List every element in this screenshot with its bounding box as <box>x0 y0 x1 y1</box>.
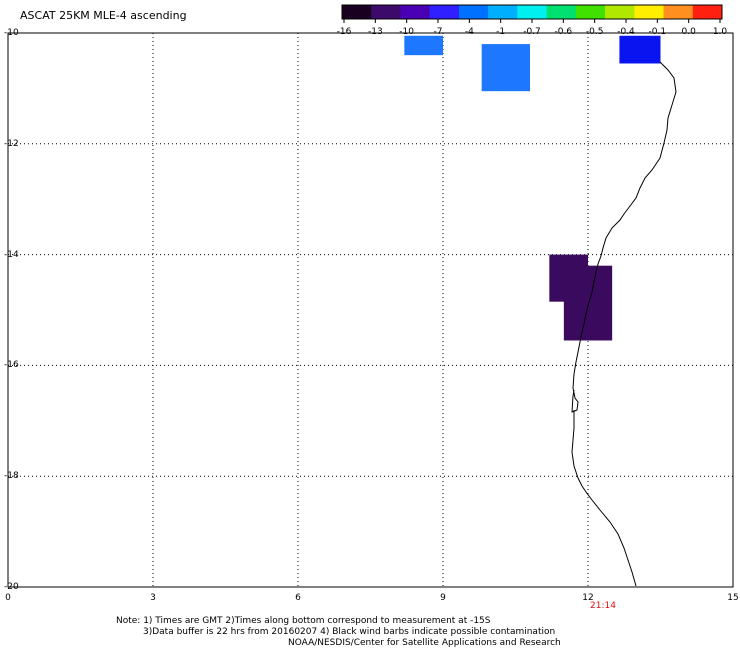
latitude-label: -18 <box>4 471 19 482</box>
colorbar-segment <box>546 5 577 19</box>
latitude-label: -12 <box>4 138 19 149</box>
grid-lines <box>7 32 734 588</box>
data-cell <box>481 44 530 92</box>
latitude-label: -14 <box>4 249 19 260</box>
latitude-label: -20 <box>4 582 19 592</box>
colorbar-segment <box>605 5 635 19</box>
time-label: 21:14 <box>590 601 616 611</box>
colorbar-segment <box>663 5 694 19</box>
colorbar-tick-label: -0.7 <box>523 27 541 37</box>
data-cell <box>619 35 661 64</box>
note-line-3: NOAA/NESDIS/Center for Satellite Applica… <box>288 638 561 648</box>
latitude-label: -10 <box>4 28 19 38</box>
colorbar-segment <box>429 5 460 19</box>
colorbar <box>341 4 723 23</box>
colorbar-tick-label: -0.4 <box>617 27 635 37</box>
colorbar-segment <box>371 5 401 19</box>
longitude-label: 15 <box>727 593 739 603</box>
colorbar-segment <box>458 5 489 19</box>
colorbar-tick-label: -0.1 <box>648 27 667 37</box>
colorbar-segment <box>488 5 518 19</box>
colorbar-tick-label: -13 <box>367 27 383 37</box>
longitude-label: 0 <box>5 593 11 603</box>
data-cell <box>404 35 443 56</box>
longitude-label: 3 <box>150 593 156 603</box>
colorbar-tick-label: -1 <box>496 27 506 37</box>
colorbar-tick-label: -10 <box>399 27 415 37</box>
colorbar-tick-label: -0.6 <box>554 27 573 37</box>
longitude-label: 6 <box>295 593 301 603</box>
coastline <box>571 61 677 587</box>
colorbar-segment <box>575 5 606 19</box>
longitude-label: 9 <box>440 593 446 603</box>
colorbar-segment <box>342 5 372 19</box>
colorbar-segment <box>634 5 665 19</box>
map-frame <box>7 32 734 588</box>
colorbar-segment <box>692 5 723 19</box>
colorbar-segment <box>517 5 548 19</box>
map-title: ASCAT 25KM MLE-4 ascending <box>20 9 187 22</box>
colorbar-segment <box>400 5 431 19</box>
colorbar-tick-label: 0.0 <box>681 27 696 37</box>
colorbar-tick-label: -4 <box>464 27 474 37</box>
colorbar-tick-label: -7 <box>433 27 443 37</box>
colorbar-tick-label: -16 <box>336 27 352 37</box>
data-cell <box>563 265 613 341</box>
data-cells <box>404 35 661 341</box>
colorbar-tick-label: 1.0 <box>712 27 728 37</box>
colorbar-tick-label: -0.5 <box>585 27 604 37</box>
note-line-1: Note: 1) Times are GMT 2)Times along bot… <box>116 616 491 626</box>
longitude-label: 12 <box>582 593 594 603</box>
latitude-label: -16 <box>4 360 19 371</box>
note-line-2: 3)Data buffer is 22 hrs from 20160207 4)… <box>143 627 556 637</box>
